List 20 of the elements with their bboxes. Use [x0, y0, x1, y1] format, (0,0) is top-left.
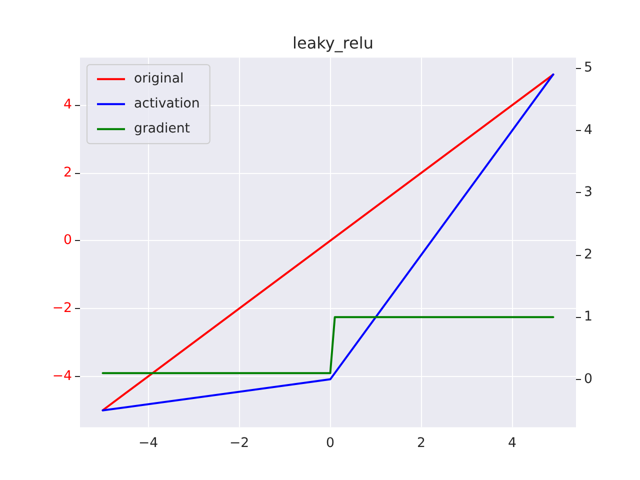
y2-tick-label: 2	[584, 247, 592, 262]
x-tick-label: 4	[508, 436, 517, 452]
legend-label: activation	[134, 96, 200, 112]
y-tick-label: 0	[64, 233, 72, 248]
y2-tick-label: 5	[584, 60, 592, 76]
x-tick-label: −4	[138, 436, 158, 452]
y2-tick-label: 1	[584, 310, 592, 325]
legend-label: original	[134, 72, 184, 87]
x-tick-label: 2	[417, 436, 426, 452]
y-tick-label: 2	[64, 165, 72, 180]
y2-tick-label: 3	[584, 185, 592, 200]
chart-title: leaky_relu	[292, 34, 374, 52]
y2-tick-label: 4	[584, 122, 592, 138]
y-tick-label: 4	[64, 98, 72, 113]
legend-label: gradient	[134, 122, 190, 137]
y-tick-label: −4	[52, 368, 72, 384]
x-tick-label: 0	[326, 436, 335, 452]
y-tick-label: −2	[52, 301, 72, 316]
y2-tick-label: 0	[584, 372, 592, 387]
x-tick-label: −2	[229, 436, 250, 452]
